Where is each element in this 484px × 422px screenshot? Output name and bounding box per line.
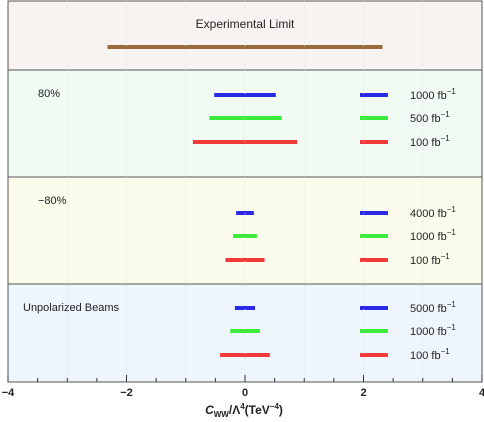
legend-label: 4000 fb−1 bbox=[410, 205, 456, 220]
panel-experimental: Experimental Limit bbox=[7, 0, 483, 71]
legend-label-sup: −1 bbox=[441, 134, 451, 143]
legend-label: 5000 fb−1 bbox=[410, 300, 456, 315]
x-tick-label: 4 bbox=[479, 387, 484, 399]
x-axis-label-sup: 4 bbox=[240, 402, 245, 411]
panel-title: 80% bbox=[38, 88, 60, 100]
legend-label-sup: −1 bbox=[441, 252, 451, 261]
x-axis-label: CWW/Λ4(TeV−4) bbox=[205, 402, 283, 419]
legend-label-value: 1000 fb bbox=[410, 90, 447, 102]
legend-label-value: 500 fb bbox=[410, 113, 441, 125]
panel-title: Unpolarized Beams bbox=[23, 302, 119, 314]
legend-label: 100 fb−1 bbox=[410, 252, 450, 267]
legend-label: 500 fb−1 bbox=[410, 110, 450, 125]
legend-label-value: 100 fb bbox=[410, 255, 441, 267]
x-axis: −4 −2 0 2 4 bbox=[2, 375, 484, 399]
legend-label-value: 1000 fb bbox=[410, 231, 447, 243]
x-tick-label: −4 bbox=[2, 387, 15, 399]
legend-label-value: 100 fb bbox=[410, 350, 441, 362]
legend-label-value: 4000 fb bbox=[410, 208, 447, 220]
x-tick-label: 0 bbox=[242, 387, 248, 399]
legend-label-sup: −1 bbox=[447, 323, 457, 332]
x-axis-label-close: ) bbox=[279, 403, 283, 417]
legend-label: 100 fb−1 bbox=[410, 347, 450, 362]
x-tick-label: 2 bbox=[360, 387, 366, 399]
legend-label-sup: −1 bbox=[441, 110, 451, 119]
legend-label-sup: −1 bbox=[447, 228, 457, 237]
x-axis-label-main: C bbox=[205, 403, 214, 417]
legend-label-value: 5000 fb bbox=[410, 303, 447, 315]
x-axis-label-mid: /Λ bbox=[229, 403, 240, 417]
panel-title: Experimental Limit bbox=[196, 17, 295, 31]
x-axis-label-unit: (TeV bbox=[245, 403, 270, 417]
panel-background bbox=[7, 176, 483, 285]
legend-label-sup: −1 bbox=[447, 87, 457, 96]
legend-label-value: 100 fb bbox=[410, 137, 441, 149]
legend-label-sup: −1 bbox=[447, 300, 457, 309]
legend-label-sup: −1 bbox=[441, 347, 451, 356]
legend-label-sup: −1 bbox=[447, 205, 457, 214]
legend-label: 1000 fb−1 bbox=[410, 87, 456, 102]
x-axis-label-unit-sup: −4 bbox=[270, 402, 280, 411]
legend-label: 1000 fb−1 bbox=[410, 323, 456, 338]
legend-label-value: 1000 fb bbox=[410, 326, 447, 338]
x-axis-label-sub: WW bbox=[214, 410, 230, 419]
x-tick-label: −2 bbox=[120, 387, 133, 399]
legend-label: 1000 fb−1 bbox=[410, 228, 456, 243]
legend-label: 100 fb−1 bbox=[410, 134, 450, 149]
panel-title: −80% bbox=[38, 195, 67, 207]
panel-background bbox=[7, 0, 483, 71]
